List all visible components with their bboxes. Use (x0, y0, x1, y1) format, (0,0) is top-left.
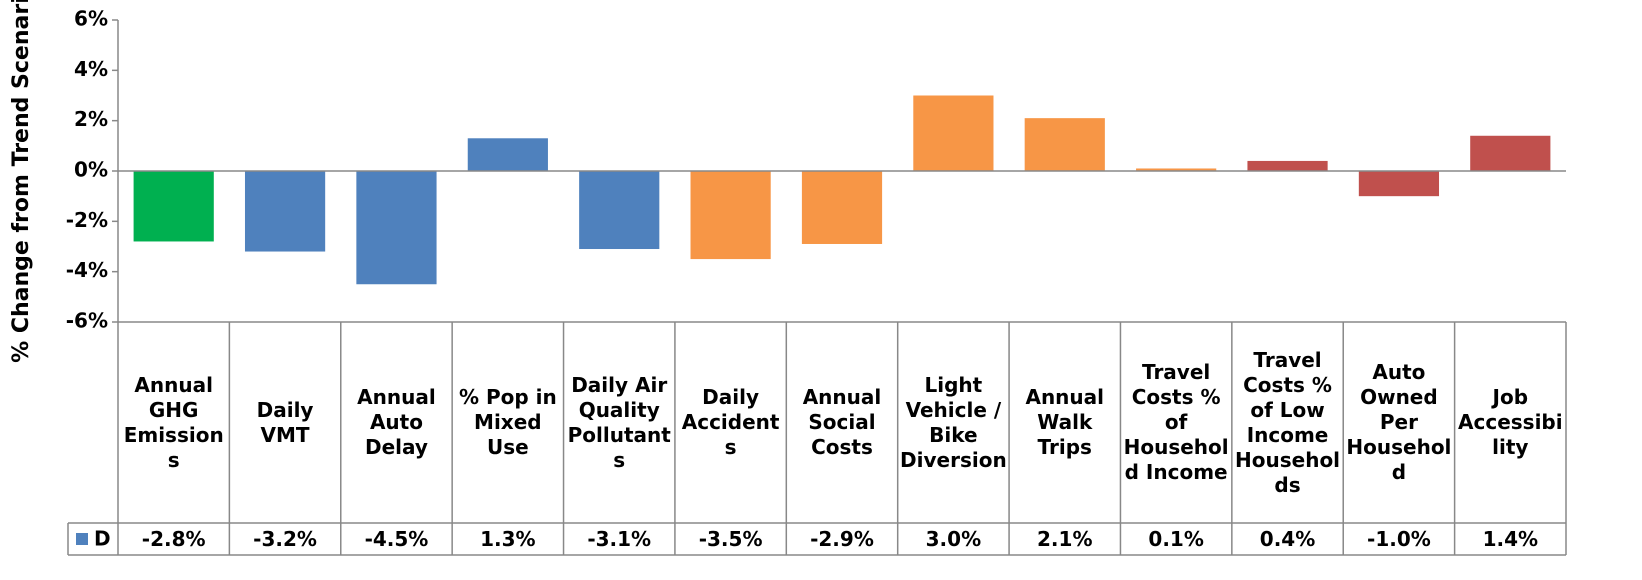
category-label: Auto Owned Per Household (1346, 360, 1452, 484)
y-axis-label: % Change from Trend Scenario (9, 0, 34, 363)
category-label: Daily Air Quality Pollutants (567, 372, 671, 472)
category-label: Annual Social Costs (802, 385, 882, 459)
category-label: Annual Walk Trips (1025, 385, 1105, 459)
y-tick-label: -4% (66, 258, 108, 282)
category-label: Annual Auto Delay (357, 385, 436, 459)
y-tick-label: -2% (66, 208, 108, 232)
data-label: 1.3% (480, 526, 536, 551)
data-label: -2.8% (141, 526, 206, 551)
bar (1470, 135, 1551, 171)
data-label: 3.0% (925, 526, 982, 551)
bar (801, 171, 883, 244)
bar (1024, 118, 1105, 171)
bar (356, 171, 437, 285)
legend-label: D (94, 527, 111, 551)
bar (1358, 171, 1440, 197)
y-tick-label: 2% (74, 107, 108, 131)
category-label: Annual GHG Emissions (123, 372, 224, 472)
bar (244, 171, 326, 252)
data-label: 0.1% (1148, 526, 1204, 551)
data-label: -3.1% (587, 526, 652, 551)
category-label: Travel Costs % of Low Income Households (1235, 347, 1341, 497)
y-tick-label: 6% (74, 7, 108, 31)
data-label: -3.2% (253, 526, 317, 551)
bar (690, 171, 771, 260)
bar (579, 171, 660, 250)
data-label: -1.0% (1367, 526, 1431, 551)
legend-key (76, 533, 88, 545)
data-label: 2.1% (1037, 526, 1093, 551)
y-tick-label: -6% (66, 309, 108, 333)
category-label: % Pop in Mixed Use (458, 385, 557, 459)
category-label: Travel Costs % of Household Income (1123, 360, 1229, 484)
category-label: Daily VMT (256, 397, 314, 447)
bar (133, 171, 214, 242)
bar (1247, 160, 1328, 171)
data-label: 1.4% (1482, 526, 1539, 551)
data-label: -3.5% (698, 526, 763, 551)
data-label: -2.9% (810, 526, 874, 551)
y-tick-label: 4% (74, 57, 108, 81)
y-tick-label: 0% (74, 158, 108, 182)
category-label: Daily Accidents (681, 385, 780, 459)
bar (467, 138, 548, 171)
bar (1136, 168, 1217, 171)
category-label: Job Accessibility (1458, 385, 1563, 459)
data-label: -4.5% (364, 526, 429, 551)
category-label: Light Vehicle / Bike Diversion (900, 372, 1007, 472)
data-label: 0.4% (1259, 526, 1316, 551)
bar (913, 95, 994, 171)
